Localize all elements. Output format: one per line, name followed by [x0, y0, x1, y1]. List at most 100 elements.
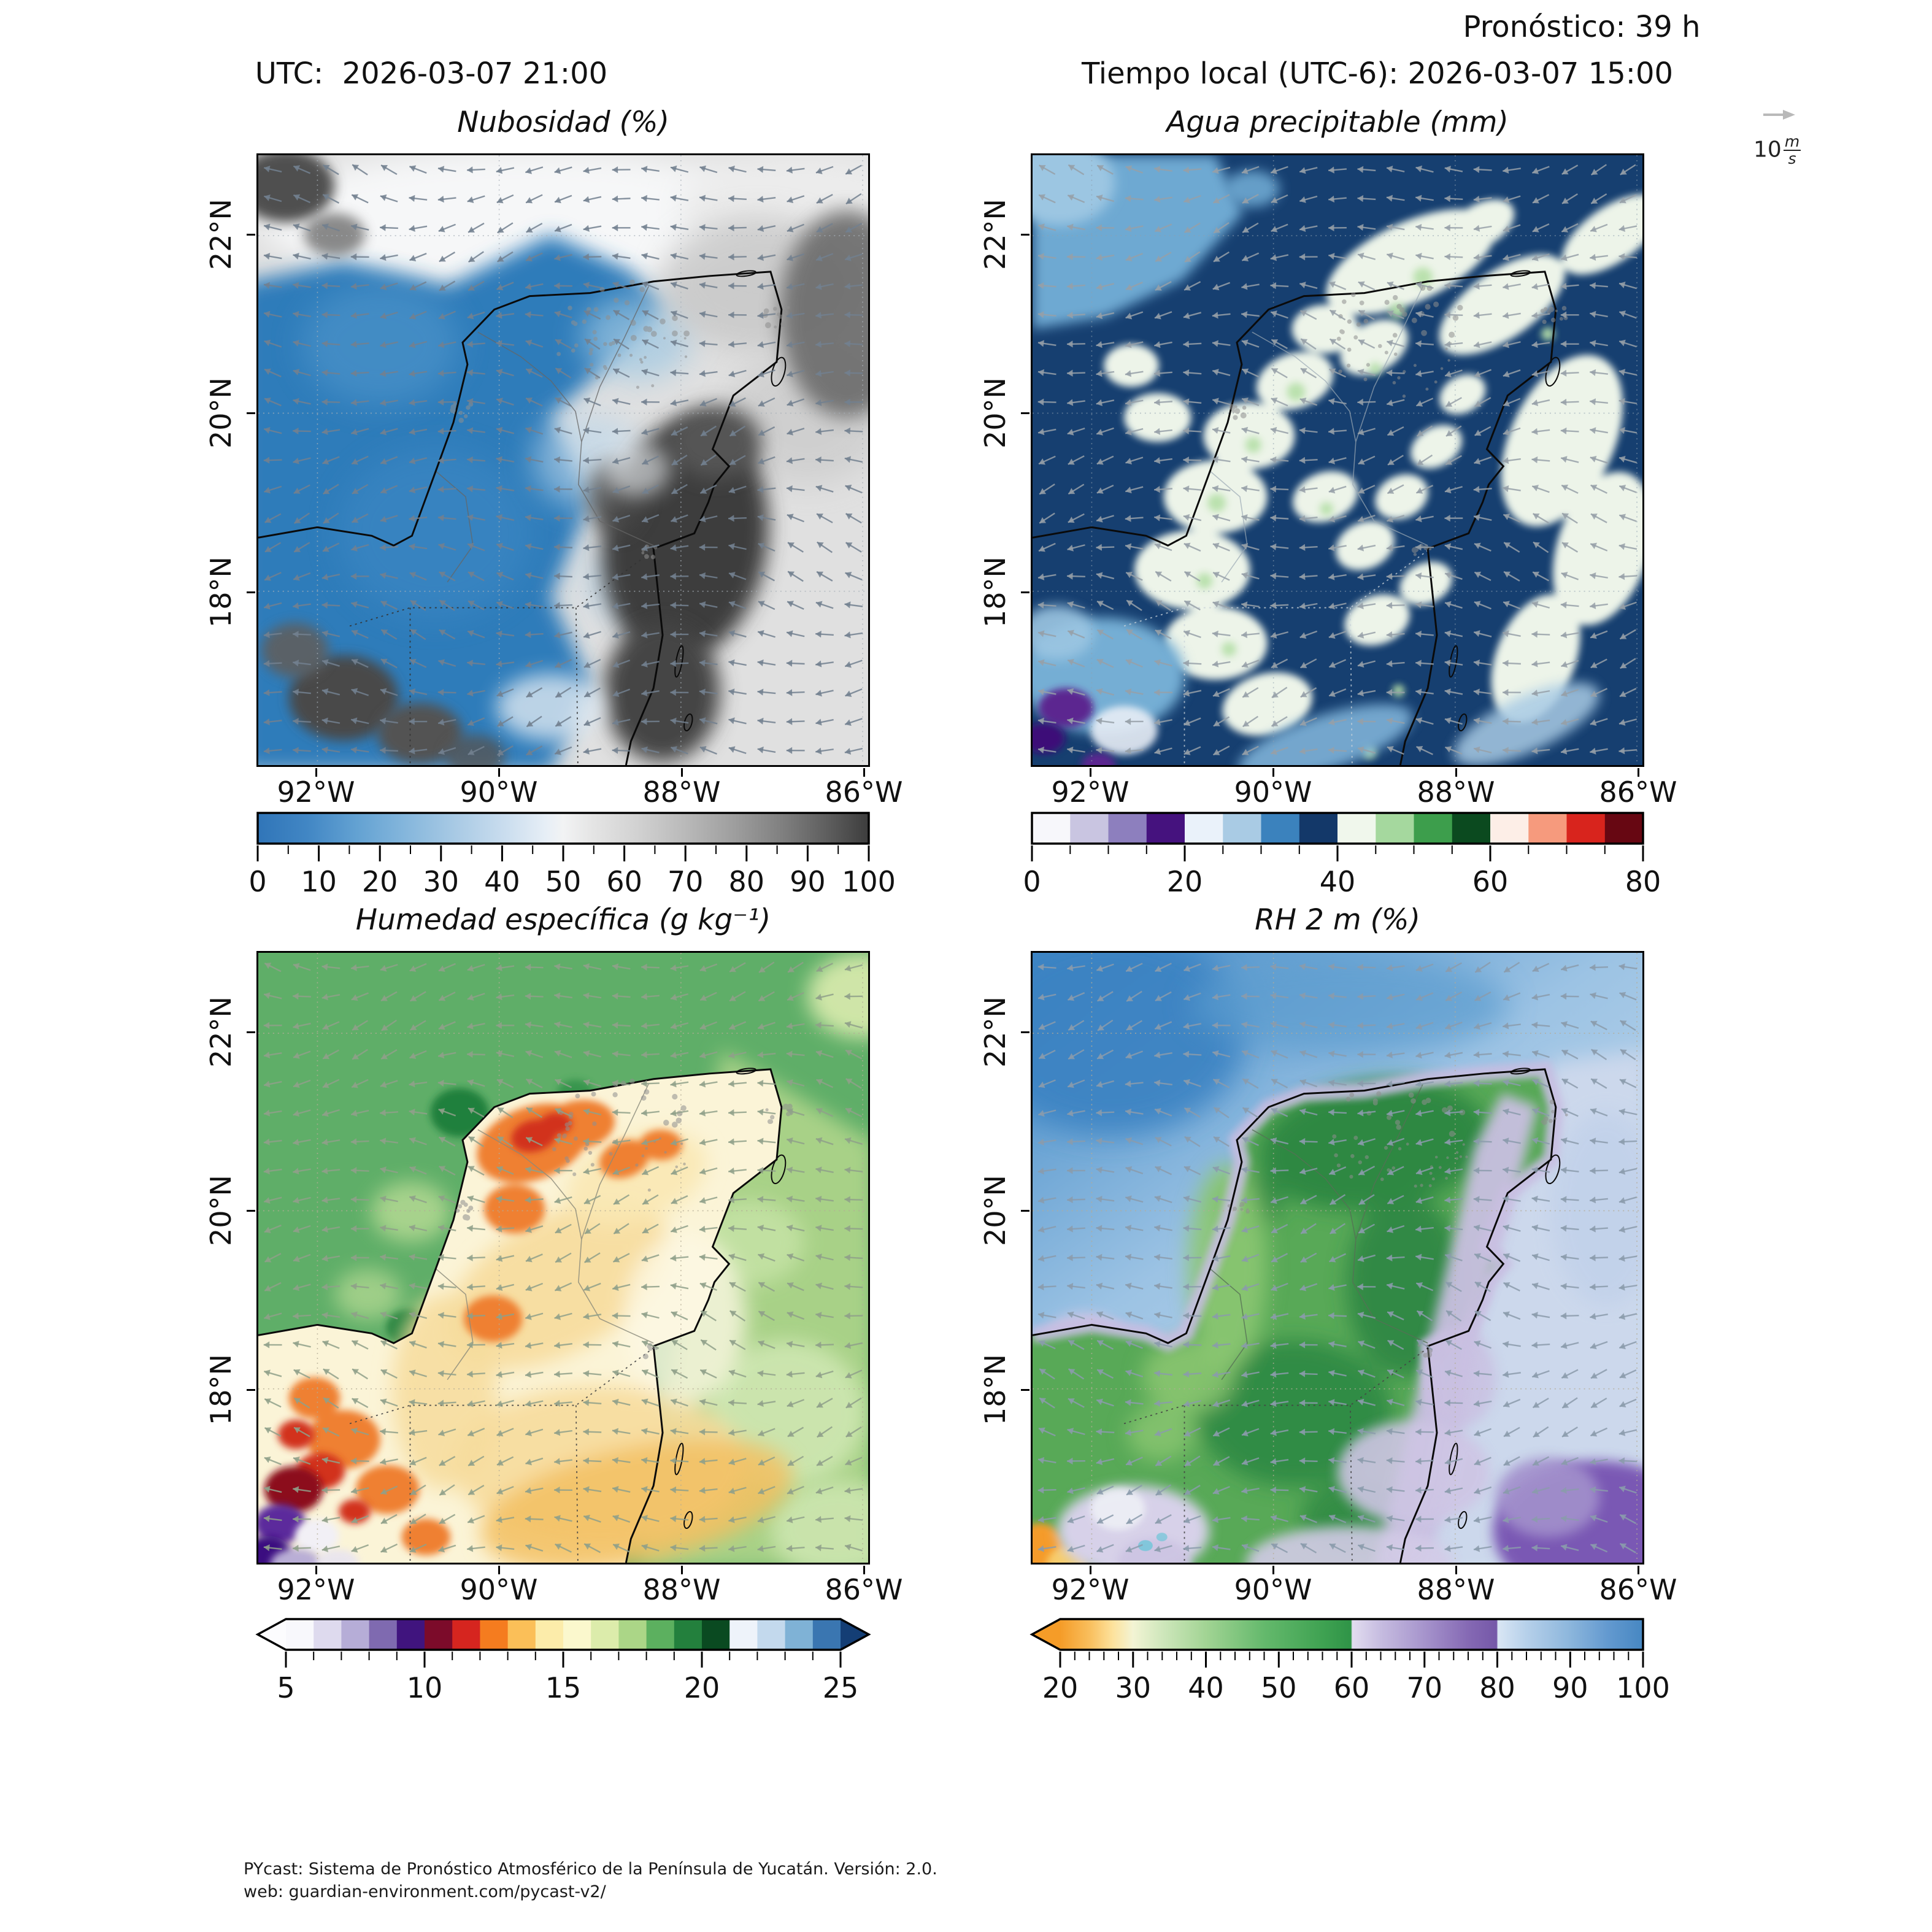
x-axis-tick-label: 88°W: [1417, 775, 1495, 809]
colorbar-tick-label: 90: [1552, 1671, 1588, 1704]
x-axis-tick-label: 90°W: [460, 775, 538, 809]
y-axis-tick-label: 18°N: [204, 556, 237, 628]
map-nubosidad: [256, 153, 870, 767]
colorbar-rh-2m: 20 30 40 50 60 70 80 90 100: [1030, 1617, 1670, 1722]
colorbar-tick-labels: 5 10 15 20 25: [256, 1671, 870, 1708]
colorbar-tick-label: 40: [1188, 1671, 1224, 1704]
y-axis-tick-label: 22°N: [979, 199, 1012, 270]
x-axis-tick: [1455, 768, 1457, 777]
y-axis-tick: [1021, 234, 1030, 236]
title-rh-2m: RH 2 m (%): [1255, 903, 1420, 937]
attribution-line2: web: guardian-environment.com/pycast-v2/: [244, 1882, 606, 1901]
colorbar-tick-label: 100: [1616, 1671, 1670, 1704]
colorbar-tick-label: 30: [1115, 1671, 1152, 1704]
colorbar-tick-label: 20: [1042, 1671, 1079, 1704]
colorbar-gradient-agua-precipitable: [1031, 812, 1644, 861]
x-axis-tick-label: 86°W: [825, 775, 903, 809]
x-axis-tick-label: 90°W: [1234, 1573, 1312, 1606]
x-axis-tick: [863, 1566, 865, 1574]
x-axis-tick-label: 92°W: [1051, 775, 1130, 809]
x-axis-tick: [1090, 768, 1091, 777]
x-axis-tick-label: 88°W: [1417, 1573, 1495, 1606]
colorbar-tick-label: 60: [1333, 1671, 1370, 1704]
x-axis-tick: [1638, 1566, 1639, 1574]
colorbar-tick-labels: 0 20 40 60 80: [1023, 865, 1661, 902]
colorbar-tick-label: 50: [1260, 1671, 1297, 1704]
colorbar-gradient-rh-2m: [1030, 1618, 1644, 1668]
y-axis-tick: [247, 1210, 255, 1212]
y-axis-tick-label: 18°N: [979, 556, 1012, 628]
title-nubosidad: Nubosidad (%): [457, 106, 669, 139]
x-axis-tick: [1272, 768, 1274, 777]
x-axis-tick: [1272, 1566, 1274, 1574]
colorbar-gradient-humedad-especifica: [255, 1618, 871, 1668]
x-axis-tick-label: 92°W: [277, 775, 355, 809]
x-axis-tick: [315, 1566, 317, 1574]
x-axis-tick: [681, 1566, 683, 1574]
utc-time-label: UTC: 2026-03-07 21:00: [255, 56, 608, 91]
colorbar-tick-label: 80: [1479, 1671, 1515, 1704]
colorbar-tick-label: 25: [822, 1671, 859, 1704]
y-axis-tick: [247, 1031, 255, 1033]
y-axis-tick: [247, 412, 255, 414]
x-axis-tick: [1455, 1566, 1457, 1574]
x-axis-tick: [1090, 1566, 1091, 1574]
colorbar-tick-label: 30: [423, 865, 460, 898]
colorbar-tick-label: 60: [606, 865, 642, 898]
map-humedad-especifica: [256, 951, 870, 1564]
wind-quiver-arrows: [263, 164, 863, 756]
colorbar-tick-label: 20: [361, 865, 398, 898]
wind-key-unit-numerator: m: [1783, 133, 1801, 152]
colorbar-tick-label: 80: [1625, 865, 1661, 898]
colorbar-tick-label: 20: [683, 1671, 720, 1704]
colorbar-tick-label: 70: [1406, 1671, 1443, 1704]
colorbar-tick-label: 90: [790, 865, 826, 898]
x-axis-tick: [498, 768, 500, 777]
x-axis-tick: [863, 768, 865, 777]
colorbar-tick-labels: 20 30 40 50 60 70 80 90 100: [1031, 1671, 1670, 1708]
y-axis-tick-label: 22°N: [204, 996, 237, 1068]
y-axis-tick-label: 20°N: [979, 1175, 1012, 1246]
x-axis-tick: [498, 1566, 500, 1574]
colorbar-tick-label: 70: [667, 865, 704, 898]
colorbar-nubosidad: 0 10 20 30 40 50 60 70 80 90 100: [248, 811, 896, 915]
title-humedad-especifica: Humedad específica (g kg⁻¹): [355, 903, 771, 937]
colorbar-tick-label: 50: [545, 865, 582, 898]
colorbar-tick-label: 20: [1166, 865, 1203, 898]
x-axis-tick: [681, 768, 683, 777]
attribution-footer: PYcast: Sistema de Pronóstico Atmosféric…: [244, 1858, 937, 1903]
y-axis-tick: [247, 1389, 255, 1391]
colorbar-tick-label: 0: [248, 865, 267, 898]
city-speckles: [450, 279, 790, 560]
y-axis-tick-label: 22°N: [204, 199, 237, 270]
x-axis-tick-label: 92°W: [1051, 1573, 1130, 1606]
colorbar-tick-label: 10: [301, 865, 337, 898]
title-agua-precipitable: Agua precipitable (mm): [1166, 106, 1509, 139]
colorbar-tick-label: 15: [545, 1671, 582, 1704]
y-axis-tick-label: 18°N: [204, 1354, 237, 1425]
wind-key-unit-denominator: s: [1788, 150, 1796, 168]
y-axis-tick: [1021, 1389, 1030, 1391]
x-axis-tick-label: 92°W: [277, 1573, 355, 1606]
x-axis-tick-label: 90°W: [460, 1573, 538, 1606]
wind-quiver-arrows: [263, 961, 863, 1553]
x-axis-tick-label: 90°W: [1234, 775, 1312, 809]
map-agua-precipitable: [1031, 153, 1644, 767]
x-axis-tick-label: 86°W: [825, 1573, 903, 1606]
forecast-hour-label: Pronóstico: 39 h: [1463, 10, 1701, 44]
x-axis-tick-label: 86°W: [1599, 1573, 1677, 1606]
y-axis-tick: [1021, 1031, 1030, 1033]
colorbar-tick-label: 40: [1319, 865, 1356, 898]
y-axis-tick: [1021, 591, 1030, 593]
y-axis-tick: [1021, 412, 1030, 414]
y-axis-tick-label: 18°N: [979, 1354, 1012, 1425]
y-axis-tick: [247, 591, 255, 593]
x-axis-tick-label: 88°W: [642, 775, 721, 809]
colorbar-tick-label: 60: [1472, 865, 1509, 898]
colorbar-gradient-nubosidad: [256, 812, 870, 861]
colorbar-tick-label: 40: [484, 865, 520, 898]
attribution-line1: PYcast: Sistema de Pronóstico Atmosféric…: [244, 1860, 937, 1879]
y-axis-tick: [247, 234, 255, 236]
x-axis-tick-label: 86°W: [1599, 775, 1677, 809]
